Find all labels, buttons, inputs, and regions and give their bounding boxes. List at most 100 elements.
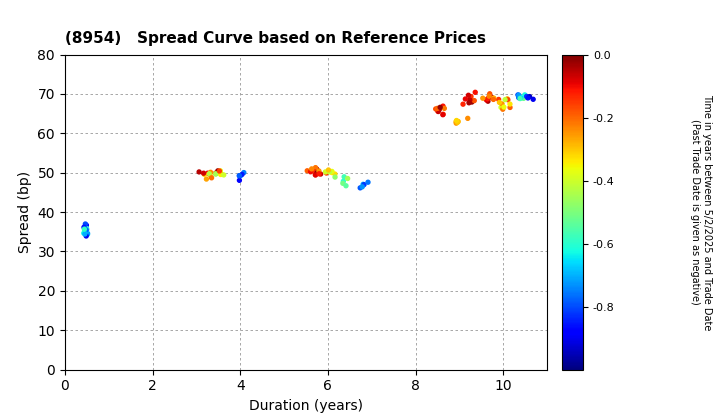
Point — [486, 94, 498, 101]
Point — [513, 92, 524, 98]
Point — [236, 171, 248, 178]
Point — [204, 172, 216, 178]
Point — [194, 168, 205, 175]
Point — [469, 97, 480, 104]
Point — [482, 95, 494, 102]
Point — [81, 226, 92, 233]
Point — [210, 171, 222, 177]
Point — [451, 117, 462, 124]
Point — [493, 96, 505, 103]
Point — [433, 108, 444, 115]
Point — [326, 169, 338, 176]
Point — [320, 168, 331, 175]
Point — [457, 101, 469, 108]
Point — [311, 166, 323, 173]
Point — [522, 94, 534, 101]
Point — [481, 97, 492, 103]
Point — [201, 176, 212, 182]
Point — [80, 228, 91, 235]
Point — [488, 95, 500, 102]
Point — [313, 171, 325, 177]
Point — [310, 164, 321, 171]
Point — [463, 100, 474, 106]
Point — [514, 95, 526, 102]
Point — [80, 220, 91, 227]
Point — [434, 104, 446, 111]
Point — [452, 118, 464, 125]
Point — [81, 226, 92, 233]
Point — [438, 105, 450, 112]
Point — [515, 94, 526, 101]
Point — [482, 98, 494, 105]
Point — [310, 171, 321, 178]
Point — [432, 105, 444, 112]
Point — [459, 96, 471, 102]
Point — [218, 171, 230, 178]
Point — [323, 167, 334, 173]
Point — [438, 111, 449, 118]
Point — [78, 230, 89, 236]
Point — [199, 171, 210, 178]
Point — [302, 168, 313, 174]
Point — [452, 119, 464, 126]
Point — [430, 105, 441, 112]
Point — [214, 168, 225, 174]
Point — [463, 92, 474, 99]
Point — [82, 230, 94, 237]
Point — [329, 171, 341, 177]
Point — [323, 168, 335, 175]
Point — [81, 225, 92, 232]
Point — [341, 182, 352, 189]
Point — [495, 104, 507, 111]
Point — [79, 230, 91, 237]
Point — [500, 96, 511, 103]
Point — [306, 165, 318, 172]
Point — [462, 115, 474, 122]
Point — [494, 99, 505, 106]
Point — [497, 106, 508, 113]
Point — [234, 177, 246, 184]
Point — [337, 180, 348, 186]
Point — [82, 231, 94, 238]
Point — [437, 103, 449, 110]
Point — [310, 171, 322, 177]
Point — [477, 95, 489, 102]
Point — [326, 168, 338, 175]
Point — [451, 120, 462, 126]
Point — [465, 97, 477, 104]
Point — [484, 90, 495, 97]
Point — [79, 231, 91, 237]
Point — [235, 172, 246, 179]
Point — [305, 168, 316, 175]
Point — [464, 97, 476, 103]
Point — [215, 171, 227, 177]
Point — [521, 93, 532, 100]
Point — [78, 226, 90, 233]
Point — [487, 96, 499, 103]
Point — [81, 227, 92, 234]
Point — [310, 172, 321, 178]
Point — [233, 172, 245, 179]
Point — [338, 178, 349, 185]
Point — [338, 173, 350, 180]
Point — [79, 226, 91, 233]
Point — [81, 222, 92, 228]
Point — [311, 170, 323, 176]
Point — [202, 170, 213, 176]
Point — [210, 171, 222, 177]
Point — [80, 228, 91, 235]
Point — [354, 184, 366, 191]
Point — [313, 168, 325, 174]
Point — [329, 174, 341, 181]
Point — [80, 226, 91, 233]
Point — [450, 118, 462, 125]
Point — [238, 169, 250, 176]
Point — [512, 92, 523, 98]
Point — [206, 174, 217, 181]
Point — [502, 95, 513, 102]
Point — [437, 111, 449, 118]
Y-axis label: Spread (bp): Spread (bp) — [18, 171, 32, 253]
Point — [483, 93, 495, 100]
Point — [320, 170, 332, 176]
Y-axis label: Time in years between 5/2/2025 and Trade Date
(Past Trade Date is given as negat: Time in years between 5/2/2025 and Trade… — [690, 94, 711, 330]
